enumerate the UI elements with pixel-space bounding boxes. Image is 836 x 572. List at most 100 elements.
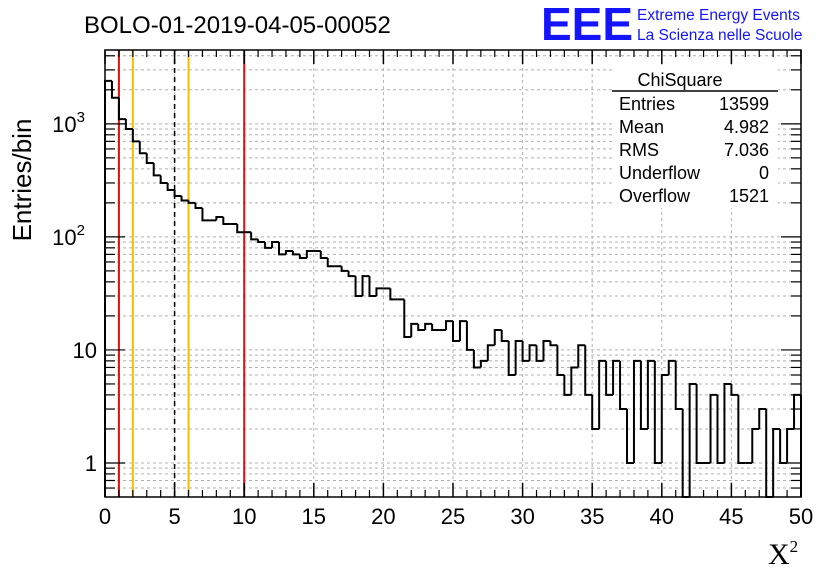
histogram-bin	[166, 182, 175, 191]
histogram-bin	[291, 251, 300, 256]
histogram-bin	[577, 344, 586, 368]
histogram-bin	[765, 409, 774, 498]
histogram-bin	[626, 409, 634, 464]
eee-logo-line1: Extreme Energy Events	[637, 7, 800, 24]
x-axis-label: X2	[768, 537, 798, 571]
histogram-bin	[201, 208, 210, 222]
histogram-bin	[131, 129, 140, 143]
histogram-bin	[465, 321, 474, 351]
histogram-bin	[431, 323, 440, 332]
histogram-bin	[681, 409, 690, 498]
histogram-bin	[507, 340, 516, 377]
histogram-bin	[521, 340, 530, 362]
stats-value-entries: 13599	[719, 94, 769, 114]
histogram-bin	[709, 393, 718, 463]
histogram-bin	[215, 215, 224, 221]
histogram-bin	[222, 216, 231, 226]
histogram-bin	[660, 374, 669, 463]
histogram-bin	[535, 345, 544, 362]
x-axis-label-text: X	[768, 538, 790, 571]
y-tick-label: 103	[52, 109, 85, 137]
x-tick-label: 20	[371, 504, 395, 529]
histogram-bin	[110, 80, 119, 99]
histogram-bin	[695, 383, 704, 464]
histogram-bin	[486, 344, 495, 361]
stats-label-overflow: Overflow	[619, 186, 691, 206]
histogram-bin	[786, 427, 795, 463]
stats-label-rms: RMS	[619, 140, 659, 160]
histogram-bin	[570, 366, 579, 395]
histogram-bin	[403, 299, 412, 339]
histogram-bin	[674, 360, 683, 411]
x-tick-label: 5	[168, 504, 180, 529]
histogram-bin	[347, 270, 356, 278]
histogram-bin	[319, 251, 328, 260]
histogram-bin	[667, 359, 676, 376]
x-tick-label: 40	[650, 504, 674, 529]
histogram-bin	[737, 394, 746, 464]
y-tick-label: 1	[85, 451, 97, 476]
histogram-bin	[424, 322, 433, 331]
histogram-bin	[528, 344, 537, 361]
y-axis-label: Entries/bin	[7, 119, 37, 242]
stats-value-underflow: 0	[759, 163, 769, 183]
chart-title: BOLO-01-2019-04-05-00052	[84, 12, 391, 39]
histogram-bin	[104, 79, 112, 497]
histogram-bin	[639, 360, 648, 430]
histogram-bin	[173, 189, 182, 197]
y-tick-label: 102	[52, 222, 85, 250]
histogram-bin	[180, 195, 189, 202]
histogram-bin	[458, 320, 467, 341]
histogram-bin	[257, 239, 266, 244]
y-tick-label-exponent: 3	[77, 109, 85, 126]
histogram-bin	[152, 163, 161, 177]
stats-value-overflow: 1521	[729, 186, 769, 206]
histogram-bin	[619, 360, 627, 411]
stats-title: ChiSquare	[637, 70, 722, 90]
histogram-bin	[716, 394, 725, 464]
histogram-bin	[479, 359, 488, 368]
x-tick-label: 25	[441, 504, 465, 529]
stats-box: ChiSquare Entries 13599 Mean 4.982 RMS 7…	[612, 68, 778, 208]
x-tick-label: 35	[580, 504, 604, 529]
histogram-bin	[452, 321, 460, 342]
histogram-bin	[556, 345, 565, 377]
reference-lines	[117, 50, 246, 497]
y-tick-label-exponent: 2	[77, 222, 85, 239]
histogram-bin	[730, 383, 739, 396]
histogram-bin	[758, 408, 767, 429]
eee-logo-mark: EEE	[541, 0, 633, 50]
histogram-bin	[361, 275, 370, 296]
histogram-bin	[278, 242, 286, 256]
histogram-bin	[632, 359, 641, 463]
histogram-bin	[500, 330, 509, 342]
histogram-bin	[271, 241, 279, 248]
eee-logo: EEE Extreme Energy Events La Scienza nel…	[541, 0, 802, 50]
histogram-bin	[298, 254, 307, 260]
histogram-bin	[410, 322, 419, 338]
histogram-bin	[194, 202, 203, 210]
x-tick-label: 30	[510, 504, 534, 529]
grid-lines	[105, 50, 801, 497]
histogram-bin	[159, 175, 168, 184]
histogram-bin	[117, 97, 126, 121]
histogram-bin	[340, 266, 349, 272]
histogram-bin	[723, 382, 732, 463]
histogram-bin	[445, 320, 453, 331]
y-tick-label-base: 10	[52, 225, 76, 250]
histogram-bin	[326, 258, 335, 268]
histogram-bin	[145, 153, 154, 165]
x-tick-label: 0	[99, 504, 111, 529]
y-tick-label-base: 10	[52, 112, 76, 137]
histogram-bin	[187, 200, 196, 204]
stats-label-underflow: Underflow	[619, 163, 701, 183]
histogram-bin	[236, 224, 245, 234]
histogram-bin	[563, 375, 572, 396]
histogram-bin	[493, 329, 502, 346]
x-axis-label-exponent: 2	[790, 537, 799, 556]
stats-value-mean: 4.982	[724, 117, 769, 137]
histogram-bin	[542, 339, 551, 361]
histogram-bin	[514, 339, 523, 376]
